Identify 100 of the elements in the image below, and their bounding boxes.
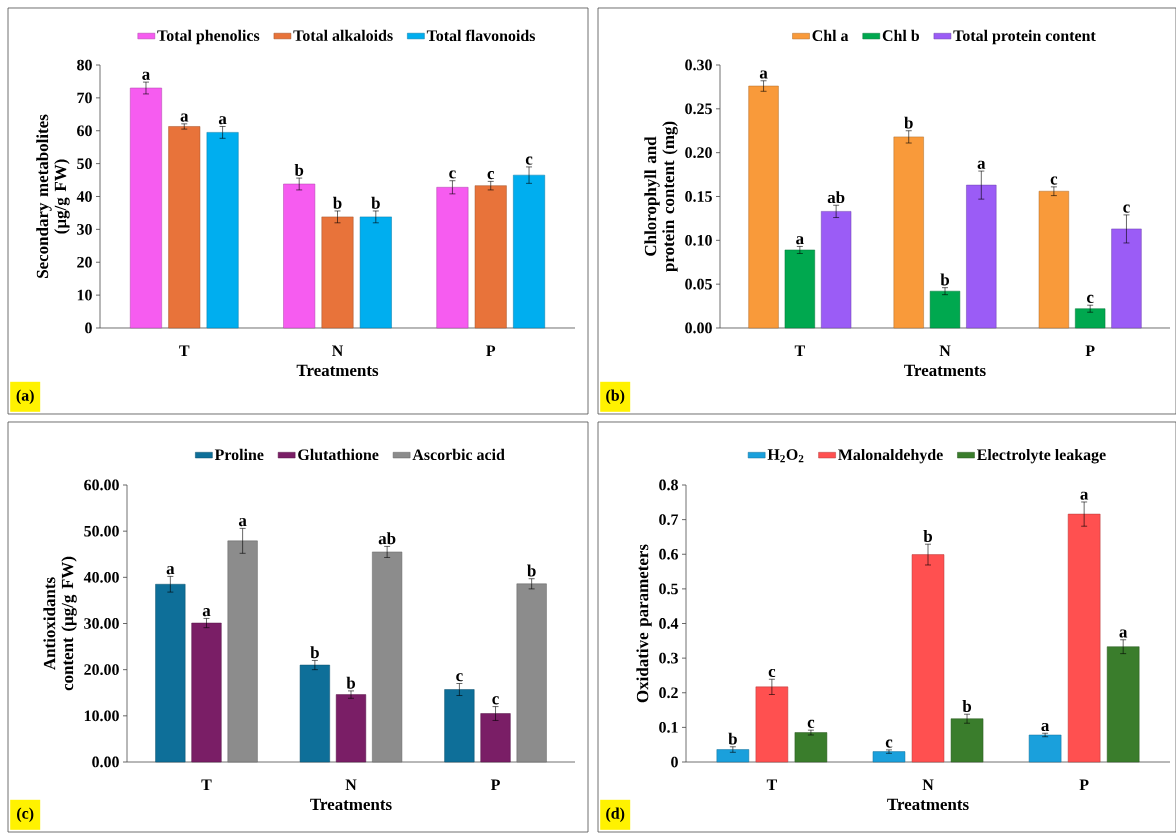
- data-label: c: [768, 668, 776, 678]
- data-label: a: [1119, 629, 1128, 638]
- legend-label: Total protein content: [953, 29, 1096, 45]
- y-axis-title: Secondary metabolites (µg/g FW): [36, 114, 70, 278]
- bar: [480, 713, 511, 763]
- y-tick-label: 0: [671, 756, 678, 768]
- data-label: a: [238, 518, 247, 527]
- data-label: b: [940, 273, 950, 286]
- data-label: ab: [827, 191, 845, 204]
- x-tick-label: N: [939, 345, 951, 356]
- x-axis-title: Treatments: [904, 364, 986, 377]
- bar: [227, 540, 258, 763]
- text: (c): [17, 807, 34, 823]
- y-tick-label: 0.15: [685, 191, 712, 202]
- legend-label: H$_{2}$O$_{2}$: [767, 449, 804, 463]
- data-label: a: [180, 113, 189, 122]
- x-tick-label: P: [486, 345, 496, 356]
- x-tick-label: N: [332, 345, 344, 356]
- bar: [321, 216, 354, 329]
- bar: [206, 132, 239, 329]
- data-label: c: [1123, 204, 1130, 213]
- text: (d): [606, 807, 625, 823]
- legend-label: Total phenolics: [157, 29, 260, 45]
- legend-label: Malonaldehyde: [838, 448, 943, 464]
- data-label: b: [333, 196, 342, 209]
- bar: [794, 732, 828, 763]
- y-tick-label: 40: [76, 191, 92, 202]
- data-label: b: [962, 700, 972, 713]
- y-tick-label: 0.05: [685, 278, 712, 290]
- x-tick-label: T: [201, 779, 212, 790]
- data-label: a: [1041, 722, 1050, 732]
- y-tick-label: 0.25: [685, 103, 712, 115]
- x-tick-label: P: [490, 779, 500, 790]
- bar: [1038, 190, 1070, 329]
- data-label: b: [728, 732, 737, 745]
- x-axis-title: Treatments: [310, 798, 392, 811]
- bar: [516, 583, 547, 763]
- legend-label: Electrolyte leakage: [976, 448, 1106, 464]
- y-tick-label: 0.10: [685, 234, 712, 246]
- y-tick-label: 50.00: [84, 525, 119, 537]
- bar: [929, 290, 961, 329]
- data-label: c: [525, 156, 533, 165]
- bar: [359, 216, 392, 329]
- bar: [950, 718, 984, 763]
- bar: [474, 185, 507, 329]
- y-tick-label: 10: [77, 289, 92, 301]
- x-tick-label: T: [794, 345, 805, 356]
- bar: [1028, 734, 1062, 763]
- legend-label: Total flavonoids: [426, 29, 536, 42]
- data-label: b: [310, 646, 319, 659]
- data-label: c: [1050, 176, 1058, 185]
- y-tick-label: 0.1: [659, 721, 678, 733]
- legend-label: Proline: [214, 448, 264, 461]
- y-tick-label: 0: [85, 322, 92, 334]
- data-label: c: [456, 673, 463, 682]
- text: (a): [16, 389, 34, 405]
- x-tick-label: P: [1079, 779, 1089, 790]
- data-label: c: [1086, 294, 1094, 303]
- y-tick-label: 0.8: [659, 479, 678, 491]
- bar: [335, 694, 367, 763]
- bar: [191, 622, 222, 763]
- data-label: c: [885, 739, 893, 748]
- x-tick-label: N: [345, 779, 357, 790]
- data-label: a: [796, 236, 804, 245]
- data-label: b: [371, 196, 380, 209]
- bar: [716, 749, 750, 763]
- y-tick-label: 50: [77, 158, 92, 169]
- bar: [911, 554, 945, 763]
- data-label: a: [977, 160, 986, 169]
- bar: [784, 249, 815, 329]
- y-tick-label: 30.00: [84, 618, 119, 629]
- bar: [893, 136, 924, 329]
- data-label: a: [202, 608, 211, 617]
- y-tick-label: 0.7: [659, 514, 679, 526]
- x-tick-label: T: [179, 345, 190, 356]
- bar: [130, 87, 162, 329]
- data-label: b: [527, 564, 536, 577]
- data-label: b: [294, 163, 304, 176]
- y-tick-label: 0.4: [659, 618, 679, 629]
- y-tick-label: 30: [77, 224, 92, 235]
- y-tick-label: 0.30: [685, 59, 712, 71]
- legend-label: Ascorbic acid: [412, 448, 505, 461]
- y-tick-label: 40.00: [83, 571, 119, 583]
- bar: [513, 174, 545, 329]
- y-tick-label: 0.3: [659, 652, 678, 664]
- x-tick-label: T: [766, 779, 777, 790]
- bar: [872, 751, 906, 763]
- y-tick-label: 20: [77, 256, 92, 268]
- x-tick-label: P: [1085, 345, 1095, 356]
- bar: [444, 689, 475, 763]
- y-tick-label: 10.00: [84, 710, 119, 722]
- y-tick-label: 80: [77, 59, 92, 71]
- bar: [1106, 646, 1140, 763]
- bar: [372, 551, 403, 763]
- data-label: ab: [378, 532, 396, 545]
- data-label: c: [449, 170, 456, 179]
- y-tick-label: 60.00: [84, 479, 119, 491]
- legend-label: Glutathione: [298, 448, 379, 461]
- bar: [283, 183, 316, 329]
- bar: [1075, 308, 1106, 329]
